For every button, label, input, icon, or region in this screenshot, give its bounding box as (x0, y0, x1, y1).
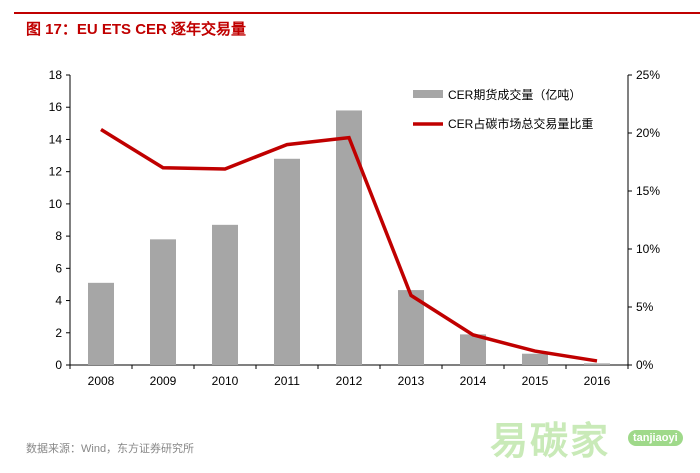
title-rule (14, 12, 700, 14)
bar-2012 (336, 110, 362, 365)
legend-bar-swatch (413, 90, 443, 98)
x-tick-label: 2014 (460, 374, 487, 388)
left-tick-label: 14 (49, 132, 63, 146)
x-tick-label: 2016 (584, 374, 611, 388)
legend-bar-label: CER期货成交量（亿吨） (448, 87, 581, 102)
right-tick-label: 10% (636, 242, 660, 256)
left-tick-label: 2 (55, 326, 62, 340)
x-tick-label: 2013 (398, 374, 425, 388)
left-tick-label: 12 (49, 165, 63, 179)
source-note: 数据来源：Wind，东方证券研究所 (26, 443, 195, 455)
x-tick-label: 2008 (88, 374, 115, 388)
left-tick-label: 8 (55, 229, 62, 243)
chart-title: 图 17：EU ETS CER 逐年交易量 (26, 21, 247, 38)
bar-2011 (274, 158, 300, 365)
bar-2010 (212, 224, 238, 365)
right-tick-label: 25% (636, 68, 660, 82)
x-tick-label: 2015 (522, 374, 549, 388)
right-tick-label: 0% (636, 358, 654, 372)
watermark-domain: tanjiaoyi (628, 430, 683, 446)
right-tick-label: 15% (636, 184, 660, 198)
bar-2014 (460, 334, 486, 365)
x-tick-label: 2009 (150, 374, 177, 388)
left-tick-label: 10 (49, 197, 63, 211)
bar-2015 (522, 353, 548, 365)
bar-2009 (150, 239, 176, 365)
right-tick-label: 20% (636, 126, 660, 140)
left-tick-label: 16 (49, 100, 63, 114)
x-tick-label: 2012 (336, 374, 363, 388)
left-tick-label: 18 (49, 68, 63, 82)
bar-2016 (584, 363, 610, 365)
watermark-logo: 易碳家 (490, 421, 611, 463)
right-tick-label: 5% (636, 300, 654, 314)
legend-line-label: CER占碳市场总交易量比重 (448, 116, 593, 131)
x-tick-label: 2010 (212, 374, 239, 388)
x-tick-label: 2011 (274, 374, 300, 388)
left-tick-label: 4 (55, 294, 62, 308)
left-tick-label: 6 (55, 261, 62, 275)
left-tick-label: 0 (55, 358, 62, 372)
bar-2008 (88, 282, 114, 365)
